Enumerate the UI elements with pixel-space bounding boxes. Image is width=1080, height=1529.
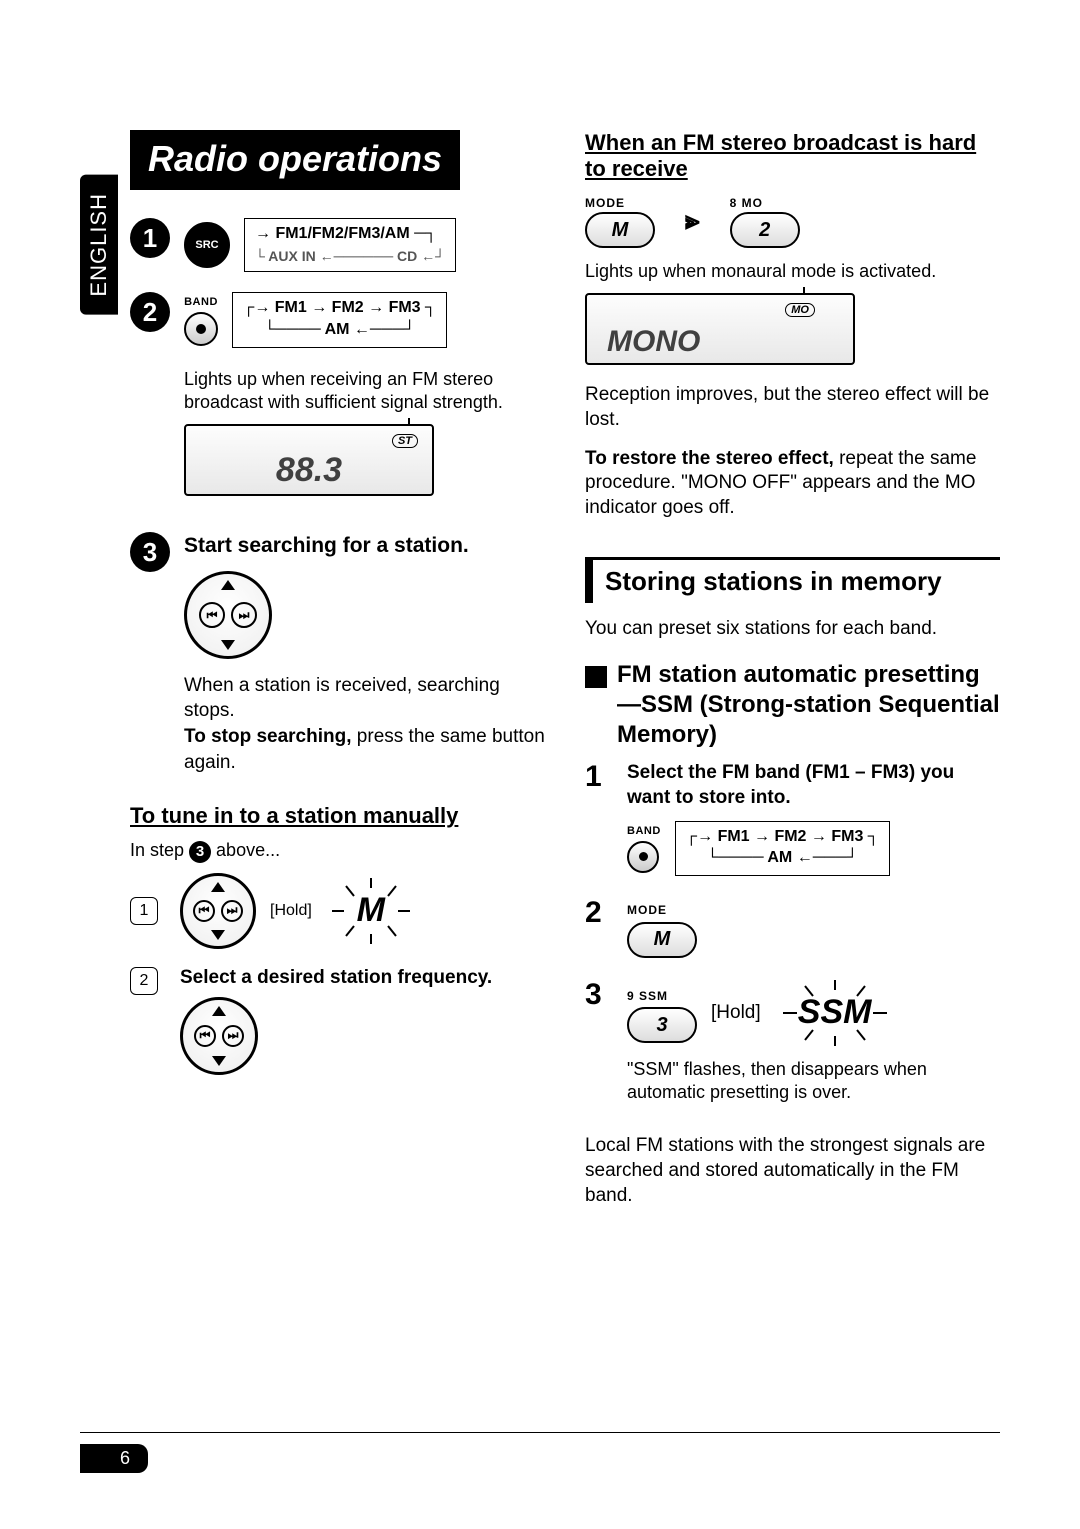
mode-label: MODE	[627, 903, 667, 917]
right-column: When an FM stereo broadcast is hard to r…	[585, 130, 1000, 1429]
page-number: 6	[80, 1444, 148, 1473]
band-cycle-diagram: ┌→ FM1 → FM2 → FM3 ┐ └──── AM ←───┘	[675, 821, 890, 876]
preset-text: You can preset six stations for each ban…	[585, 617, 1000, 642]
mode-label: MODE	[585, 196, 625, 210]
mo-button-group: 8 MO 2	[730, 194, 800, 248]
sub-step-1: 1	[130, 897, 158, 925]
page-title: Radio operations	[130, 130, 460, 190]
cycle-top-label: FM1/FM2/FM3/AM	[275, 225, 409, 242]
ssm-heading: FM station automatic presetting—SSM (Str…	[617, 660, 1000, 750]
reception-text: Reception improves, but the stereo effec…	[585, 383, 1000, 432]
src-cycle-diagram: → FM1/FM2/FM3/AM ─┐ └ AUX IN ←────── CD …	[244, 218, 456, 272]
control-dial-hold[interactable]: ⏮ ⏭	[180, 873, 256, 949]
ssm-button[interactable]: 3	[627, 1007, 697, 1043]
mode-button[interactable]: M	[585, 212, 655, 248]
ssm-flash-text: "SSM" flashes, then disappears when auto…	[627, 1058, 1000, 1105]
ssm-step-num-1: 1	[585, 760, 613, 794]
src-button[interactable]: SRC	[184, 222, 230, 268]
mode-button[interactable]: M	[627, 922, 697, 958]
left-column: Radio operations 1 SRC → FM1/FM2/FM3/AM …	[130, 130, 545, 1429]
band-label: BAND	[184, 295, 218, 310]
band-cycle-am: AM	[325, 321, 350, 338]
mono-caption: Lights up when monaural mode is activate…	[585, 260, 1000, 283]
step3-body2: To stop searching, press the same button…	[184, 724, 545, 775]
step-1: 1 SRC → FM1/FM2/FM3/AM ─┐ └ AUX IN ←────…	[130, 218, 545, 272]
next-track-icon[interactable]: ⏭	[221, 900, 243, 922]
prev-track-icon[interactable]: ⏮	[194, 1025, 216, 1047]
frequency-value: 88.3	[276, 451, 342, 490]
next-track-icon[interactable]: ⏭	[222, 1025, 244, 1047]
mode-button-group: MODE M	[585, 194, 655, 248]
arrow-icon: ⫸	[685, 205, 700, 237]
manual-step2-text: Select a desired station frequency.	[180, 967, 492, 989]
step-2: 2 BAND ┌→ FM1 → FM2 → FM3 ┐ └──── AM ←──…	[130, 292, 545, 347]
step3-body1: When a station is received, searching st…	[184, 673, 545, 724]
band-cycle-am: AM	[767, 849, 792, 866]
ssm-button-group: 9 SSM 3	[627, 982, 697, 1044]
band-label: BAND	[627, 824, 661, 839]
frequency-lcd: ST 88.3	[184, 424, 434, 496]
band-button-group: BAND	[627, 824, 661, 873]
step-number-1: 1	[130, 218, 170, 258]
restore-text: To restore the stereo effect, repeat the…	[585, 447, 1000, 521]
footer-rule	[80, 1432, 1000, 1433]
band-cycle-text: FM1 → FM2 → FM3	[718, 828, 864, 845]
page-content: Radio operations 1 SRC → FM1/FM2/FM3/AM …	[80, 130, 1000, 1429]
cycle-cd-label: CD	[397, 248, 417, 264]
sub-step-2: 2	[130, 967, 158, 995]
st-indicator: ST	[392, 434, 418, 448]
hold-label: [Hold]	[711, 1000, 761, 1026]
step-3: 3 Start searching for a station. ⏮ ⏭ Whe…	[130, 532, 545, 775]
hard-receive-heading: When an FM stereo broadcast is hard to r…	[585, 130, 1000, 182]
manual-step-2-row: 2 Select a desired station frequency. ⏮ …	[130, 967, 545, 1075]
band-cycle-diagram: ┌→ FM1 → FM2 → FM3 ┐ └──── AM ←───┘	[232, 292, 447, 347]
step3-heading: Start searching for a station.	[184, 532, 545, 560]
mo-button[interactable]: 2	[730, 212, 800, 248]
cycle-aux-label: AUX IN	[268, 248, 315, 264]
band-button[interactable]	[184, 312, 218, 346]
control-dial-select[interactable]: ⏮ ⏭	[180, 997, 258, 1075]
storing-heading: Storing stations in memory	[585, 557, 1000, 603]
ssm-step-3: 3 9 SSM 3 [Hold] SSM "SSM" flashes, then…	[585, 978, 1000, 1115]
m-flash-icon: M	[326, 876, 416, 946]
mode-mo-row: MODE M ⫸ 8 MO 2	[585, 194, 1000, 248]
control-dial[interactable]: ⏮ ⏭	[184, 571, 272, 659]
mo-label: 8 MO	[730, 196, 763, 210]
next-track-icon[interactable]: ⏭	[231, 602, 257, 628]
step-number-2: 2	[130, 292, 170, 332]
mo-indicator: MO	[785, 303, 815, 317]
band-cycle-text: FM1 → FM2 → FM3	[275, 299, 421, 316]
hold-label: [Hold]	[270, 902, 312, 920]
ssm-final-text: Local FM stations with the strongest sig…	[585, 1134, 1000, 1208]
mono-lcd: MO MONO	[585, 293, 855, 365]
manual-tune-heading: To tune in to a station manually	[130, 803, 545, 829]
manual-intro: In step 3 above...	[130, 839, 545, 862]
ssm-heading-row: FM station automatic presetting—SSM (Str…	[585, 660, 1000, 750]
ssm-step-1: 1 Select the FM band (FM1 – FM3) you wan…	[585, 760, 1000, 876]
mono-text: MONO	[607, 325, 700, 359]
ssm-step-2: 2 MODE M	[585, 896, 1000, 958]
ssm-step-num-3: 3	[585, 978, 613, 1012]
stereo-caption: Lights up when receiving an FM stereo br…	[184, 368, 545, 415]
ssm-step-num-2: 2	[585, 896, 613, 930]
band-button[interactable]	[627, 841, 659, 873]
prev-track-icon[interactable]: ⏮	[193, 900, 215, 922]
ssm-step1-text: Select the FM band (FM1 – FM3) you want …	[627, 760, 1000, 811]
manual-step-1-row: 1 ⏮ ⏭ [Hold] M	[130, 873, 545, 949]
prev-track-icon[interactable]: ⏮	[199, 602, 225, 628]
square-bullet-icon	[585, 666, 607, 688]
ssm-flash-icon: SSM	[775, 978, 895, 1048]
band-button-group: BAND	[184, 295, 218, 346]
step-number-3: 3	[130, 532, 170, 572]
ssm-label: 9 SSM	[627, 989, 668, 1003]
